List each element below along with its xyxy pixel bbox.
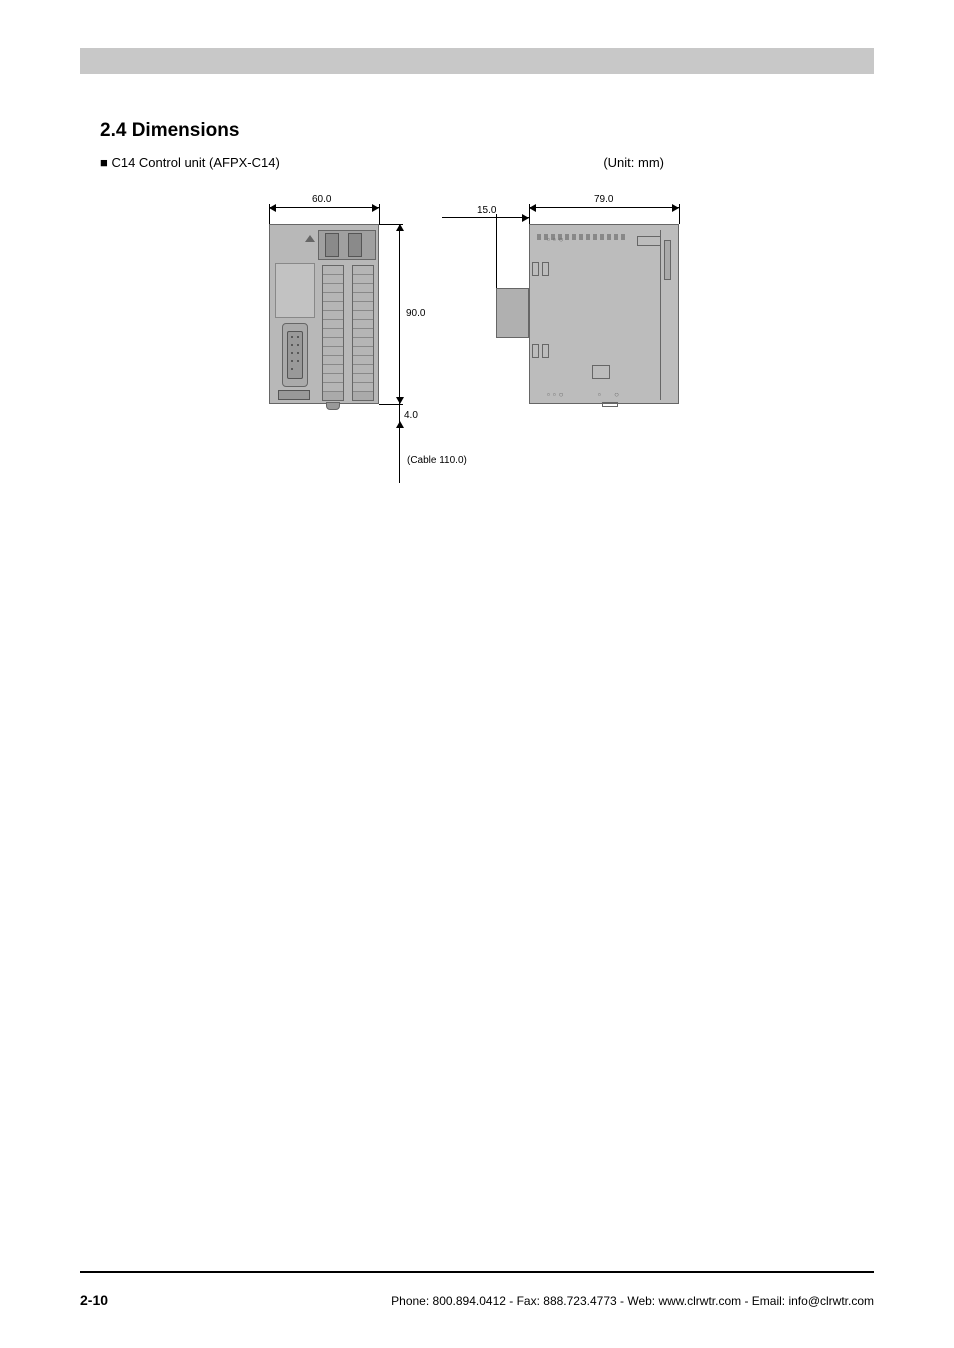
side-detail-rect: [592, 365, 610, 379]
dim-projection-line: [442, 217, 529, 218]
pin-icon: [291, 352, 293, 354]
cover-panel: [275, 263, 315, 318]
pin-icon: [297, 352, 299, 354]
side-slot: [532, 344, 539, 358]
vent-slots: [537, 227, 667, 233]
dim-width-value: 60.0: [312, 194, 331, 205]
dim-arrow-icon: [672, 204, 679, 212]
dim-height-line: [399, 224, 400, 404]
dim-width-line: [269, 207, 379, 208]
triangle-icon: [305, 235, 315, 242]
dim-cable-value: (Cable 110.0): [407, 455, 467, 466]
side-slot: [542, 344, 549, 358]
front-body: [269, 224, 379, 404]
dim-projection-value: 15.0: [477, 205, 496, 216]
dim-ext-line: [379, 224, 403, 225]
pin-icon: [297, 360, 299, 362]
terminal-block: [322, 265, 344, 401]
side-slot: [542, 262, 549, 276]
dim-ext-line: [529, 204, 530, 224]
drawing-area: 60.0 90.0 4.0 (Cable 110.0): [255, 185, 685, 465]
hole-marks: ▫▫○ ▫ ○: [547, 390, 622, 399]
unit-label: (Unit: mm): [603, 155, 664, 170]
dim-arrow-icon: [529, 204, 536, 212]
bottom-tab: [326, 402, 340, 410]
dim-depth-line: [529, 207, 679, 208]
din-clip: [602, 402, 618, 407]
pin-icon: [291, 336, 293, 338]
section-title: 2.4 Dimensions: [100, 120, 239, 142]
dim-ext-line: [269, 204, 270, 224]
dim-ext-line: [496, 214, 497, 288]
status-strip: [348, 233, 362, 257]
footer-rule: [80, 1271, 874, 1273]
dim-arrow-icon: [269, 204, 276, 212]
section-number: 2.4: [100, 120, 126, 141]
dim-ext-line: [679, 204, 680, 224]
dim-depth-value: 79.0: [594, 194, 613, 205]
status-strip: [325, 233, 339, 257]
dim-cable-line: [399, 428, 400, 483]
dim-arrow-icon: [522, 214, 529, 222]
connector-inner: [287, 331, 303, 379]
terminal-block: [352, 265, 374, 401]
page-number: 2-10: [80, 1292, 108, 1308]
hole-marks: ▫▫○: [547, 235, 567, 244]
dim-offset-value: 4.0: [404, 410, 418, 421]
footer-contact: Phone: 800.894.0412 - Fax: 888.723.4773 …: [391, 1294, 874, 1308]
header-bar: [80, 48, 874, 74]
dim-arrow-icon: [396, 397, 404, 404]
pin-icon: [291, 360, 293, 362]
dim-ext-line: [379, 204, 380, 224]
side-right-edge: [660, 230, 672, 400]
front-view-diagram: 60.0 90.0 4.0 (Cable 110.0): [262, 200, 392, 410]
pin-icon: [297, 336, 299, 338]
power-block: [278, 390, 310, 400]
dim-arrow-icon: [396, 421, 404, 428]
dim-arrow-icon: [372, 204, 379, 212]
dim-arrow-icon: [396, 224, 404, 231]
pin-icon: [297, 344, 299, 346]
side-slot: [532, 262, 539, 276]
pin-icon: [291, 368, 293, 370]
side-detail-rect: [637, 236, 661, 246]
dim-height-value: 90.0: [406, 308, 425, 319]
section-title-text: Dimensions: [132, 120, 240, 141]
side-connector: [496, 288, 529, 338]
product-label: ■ C14 Control unit (AFPX-C14): [100, 155, 280, 170]
side-view-diagram: 79.0 15.0 ▫▫○ ▫▫○ ▫ ○: [442, 200, 692, 410]
pin-icon: [291, 344, 293, 346]
